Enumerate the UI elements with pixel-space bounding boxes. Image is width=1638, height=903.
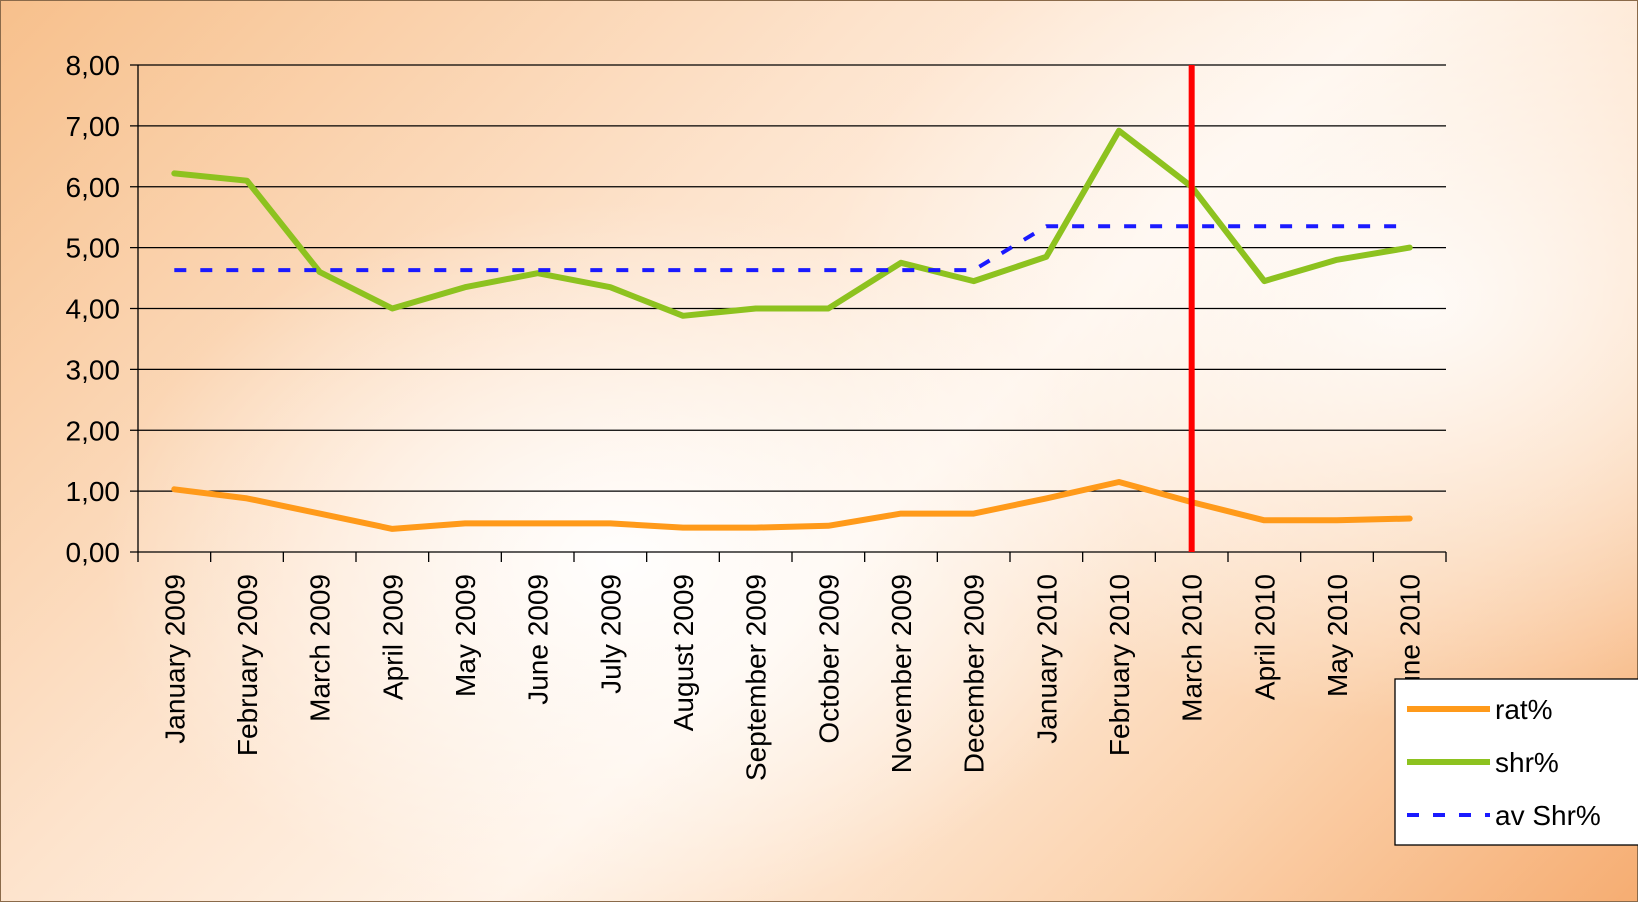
x-tick-label: September 2009 bbox=[741, 574, 772, 781]
x-tick-label: July 2009 bbox=[595, 574, 626, 694]
y-tick-label: 7,00 bbox=[66, 111, 121, 142]
series-line-0 bbox=[171, 479, 1413, 532]
x-tick-label: December 2009 bbox=[959, 574, 990, 773]
legend-label: rat% bbox=[1495, 694, 1553, 725]
y-tick-label: 0,00 bbox=[66, 537, 121, 568]
legend: rat% shr% av Shr% bbox=[1394, 678, 1638, 846]
x-tick-label: April 2009 bbox=[377, 574, 408, 700]
x-tick-label: May 2009 bbox=[450, 574, 481, 697]
y-axis: 0,00 1,00 2,00 3,00 4,00 5,00 6,00 7,00 8,00 bbox=[66, 50, 139, 568]
series-line-1 bbox=[171, 127, 1413, 319]
y-tick-label: 3,00 bbox=[66, 354, 121, 385]
y-tick-label: 5,00 bbox=[66, 233, 121, 264]
x-tick-label: March 2010 bbox=[1177, 574, 1208, 722]
x-tick-label: January 2009 bbox=[159, 574, 190, 744]
x-axis: January 2009 February 2009 March 2009 April… bbox=[137, 552, 1447, 781]
y-tick-label: 6,00 bbox=[66, 172, 121, 203]
x-tick-label: February 2010 bbox=[1104, 574, 1135, 756]
series-line-2 bbox=[174, 224, 1410, 273]
y-tick-label: 2,00 bbox=[66, 415, 121, 446]
legend-label: shr% bbox=[1495, 747, 1559, 778]
x-tick-label: May 2010 bbox=[1322, 574, 1353, 697]
legend-label: av Shr% bbox=[1495, 800, 1601, 831]
y-tick-label: 8,00 bbox=[66, 50, 121, 81]
x-tick-label: June 2009 bbox=[523, 574, 554, 705]
x-tick-label: April 2010 bbox=[1249, 574, 1280, 700]
x-tick-label: October 2009 bbox=[813, 574, 844, 744]
x-tick-label: November 2009 bbox=[886, 574, 917, 773]
x-tick-label: August 2009 bbox=[668, 574, 699, 731]
y-tick-label: 4,00 bbox=[66, 294, 121, 325]
x-tick-label: January 2010 bbox=[1031, 574, 1062, 744]
series-lines bbox=[171, 127, 1413, 532]
y-tick-label: 1,00 bbox=[66, 476, 121, 507]
x-tick-label: March 2009 bbox=[305, 574, 336, 722]
x-tick-label: February 2009 bbox=[232, 574, 263, 756]
